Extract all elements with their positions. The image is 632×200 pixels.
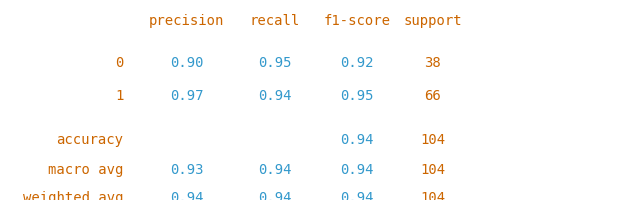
Text: 66: 66 — [425, 89, 441, 103]
Text: 0.95: 0.95 — [340, 89, 374, 103]
Text: weighted avg: weighted avg — [23, 191, 123, 200]
Text: 38: 38 — [425, 56, 441, 70]
Text: 0.94: 0.94 — [340, 133, 374, 147]
Text: support: support — [404, 14, 462, 28]
Text: 104: 104 — [420, 191, 446, 200]
Text: 0.94: 0.94 — [340, 191, 374, 200]
Text: 0.94: 0.94 — [258, 191, 292, 200]
Text: 0.94: 0.94 — [258, 163, 292, 177]
Text: 0.94: 0.94 — [169, 191, 204, 200]
Text: 0.92: 0.92 — [340, 56, 374, 70]
Text: 0.90: 0.90 — [169, 56, 204, 70]
Text: f1-score: f1-score — [324, 14, 391, 28]
Text: recall: recall — [250, 14, 300, 28]
Text: 0.93: 0.93 — [169, 163, 204, 177]
Text: 0.94: 0.94 — [258, 89, 292, 103]
Text: 0.94: 0.94 — [340, 163, 374, 177]
Text: 0.95: 0.95 — [258, 56, 292, 70]
Text: macro avg: macro avg — [48, 163, 123, 177]
Text: 104: 104 — [420, 163, 446, 177]
Text: accuracy: accuracy — [56, 133, 123, 147]
Text: 0: 0 — [115, 56, 123, 70]
Text: 104: 104 — [420, 133, 446, 147]
Text: precision: precision — [149, 14, 224, 28]
Text: 1: 1 — [115, 89, 123, 103]
Text: 0.97: 0.97 — [169, 89, 204, 103]
